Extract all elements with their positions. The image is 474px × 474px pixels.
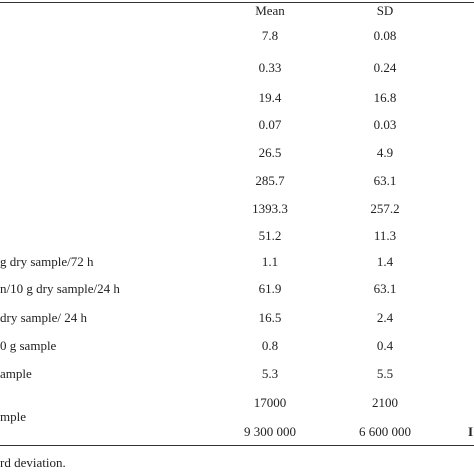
cell-mean: 51.2 — [258, 228, 282, 243]
cell-sd: 1.4 — [376, 254, 394, 269]
cell-sd: 63.1 — [373, 281, 397, 296]
cut-text: I — [468, 424, 474, 439]
cell-sd: 2.4 — [376, 310, 394, 325]
cell-sd: 0.4 — [376, 338, 394, 353]
cell-mean: 285.7 — [255, 173, 285, 188]
cell-mean: 26.5 — [258, 145, 282, 160]
bottom-rule — [0, 445, 474, 446]
cell-sd: 16.8 — [373, 90, 397, 105]
cell-mean: 0.33 — [258, 60, 282, 75]
cell-mean: 9 300 000 — [244, 424, 296, 439]
cell-sd: 0.24 — [373, 60, 397, 75]
cell-mean: 16.5 — [258, 310, 282, 325]
cell-mean: 7.8 — [261, 28, 279, 43]
cell-mean: 1.1 — [261, 254, 279, 269]
cell-sd: 0.03 — [373, 117, 397, 132]
cell-mean: 5.3 — [261, 366, 279, 381]
cell-sd: 63.1 — [373, 173, 397, 188]
cell-mean: 0.8 — [261, 338, 279, 353]
row-label: ample — [0, 366, 32, 381]
cell-mean: 19.4 — [258, 90, 282, 105]
row-label: n/10 g dry sample/24 h — [0, 281, 120, 296]
cell-sd: 257.2 — [370, 201, 400, 216]
cell-sd: 6 600 000 — [359, 424, 411, 439]
header-sd: SD — [376, 3, 394, 18]
cell-sd: 11.3 — [373, 228, 397, 243]
cell-mean: 61.9 — [258, 281, 282, 296]
cell-sd: 0.08 — [373, 28, 397, 43]
row-label: dry sample/ 24 h — [0, 310, 88, 325]
row-label: 0 g sample — [0, 338, 57, 353]
header-mean: Mean — [255, 3, 285, 18]
cell-sd: 5.5 — [376, 366, 394, 381]
top-rule — [0, 2, 474, 3]
cell-mean: 0.07 — [258, 117, 282, 132]
cell-mean: 1393.3 — [252, 201, 288, 216]
cell-mean: 17000 — [253, 395, 287, 410]
footnote: rd deviation. — [0, 455, 66, 470]
cell-sd: 2100 — [372, 395, 398, 410]
row-label: mple — [0, 409, 26, 424]
cell-sd: 4.9 — [376, 145, 394, 160]
row-label: g dry sample/72 h — [0, 254, 94, 269]
